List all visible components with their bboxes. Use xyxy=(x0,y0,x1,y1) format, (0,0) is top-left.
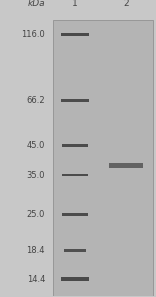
Text: 14.4: 14.4 xyxy=(27,274,45,284)
Bar xyxy=(61,99,89,102)
Text: 1: 1 xyxy=(72,0,78,9)
Bar xyxy=(62,213,88,216)
Bar xyxy=(61,33,89,36)
Text: 66.2: 66.2 xyxy=(26,96,45,105)
Bar xyxy=(64,249,86,252)
Text: 116.0: 116.0 xyxy=(21,30,45,39)
Bar xyxy=(109,163,143,168)
Text: 2: 2 xyxy=(123,0,129,9)
Bar xyxy=(53,20,153,296)
Text: kDa: kDa xyxy=(27,0,45,9)
Text: 45.0: 45.0 xyxy=(27,141,45,150)
Bar xyxy=(62,174,88,176)
Bar xyxy=(61,277,89,281)
Bar xyxy=(62,144,88,147)
Text: 18.4: 18.4 xyxy=(27,246,45,255)
Text: 25.0: 25.0 xyxy=(27,210,45,219)
Text: 35.0: 35.0 xyxy=(27,170,45,179)
